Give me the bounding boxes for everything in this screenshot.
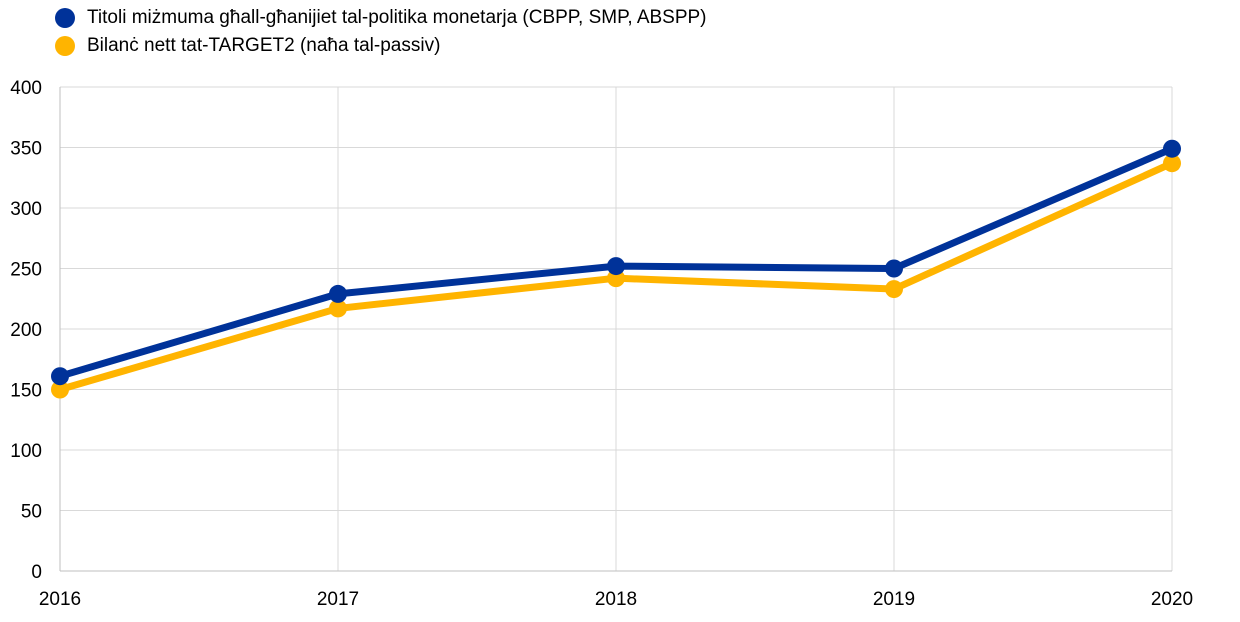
- y-tick-label: 200: [10, 320, 42, 341]
- y-tick-label: 250: [10, 260, 42, 281]
- data-point: [885, 280, 903, 299]
- data-point: [1163, 154, 1181, 173]
- x-tick-label: 2018: [595, 589, 637, 610]
- x-tick-label: 2019: [873, 589, 915, 610]
- x-tick-label: 2016: [39, 589, 81, 610]
- data-point: [885, 259, 903, 278]
- legend: Titoli miżmuma għall-għanijiet tal-polit…: [55, 4, 707, 60]
- legend-marker-target2: [55, 36, 75, 56]
- data-point: [329, 284, 347, 303]
- y-tick-label: 50: [21, 502, 42, 523]
- x-tick-label: 2020: [1151, 589, 1193, 610]
- data-point: [329, 299, 347, 318]
- data-point: [1163, 139, 1181, 158]
- data-point: [51, 380, 69, 399]
- data-point: [607, 257, 625, 276]
- y-tick-label: 350: [10, 139, 42, 160]
- y-tick-label: 150: [10, 381, 42, 402]
- x-tick-label: 2017: [317, 589, 359, 610]
- y-tick-label: 400: [10, 78, 42, 99]
- legend-item-securities: Titoli miżmuma għall-għanijiet tal-polit…: [55, 4, 707, 32]
- y-tick-label: 0: [31, 562, 42, 583]
- legend-marker-securities: [55, 8, 75, 28]
- y-tick-label: 300: [10, 199, 42, 220]
- y-tick-label: 100: [10, 441, 42, 462]
- legend-item-target2: Bilanċ nett tat-TARGET2 (naħa tal-passiv…: [55, 32, 707, 60]
- data-point: [51, 367, 69, 386]
- legend-label-target2: Bilanċ nett tat-TARGET2 (naħa tal-passiv…: [87, 35, 441, 56]
- legend-label-securities: Titoli miżmuma għall-għanijiet tal-polit…: [87, 7, 707, 28]
